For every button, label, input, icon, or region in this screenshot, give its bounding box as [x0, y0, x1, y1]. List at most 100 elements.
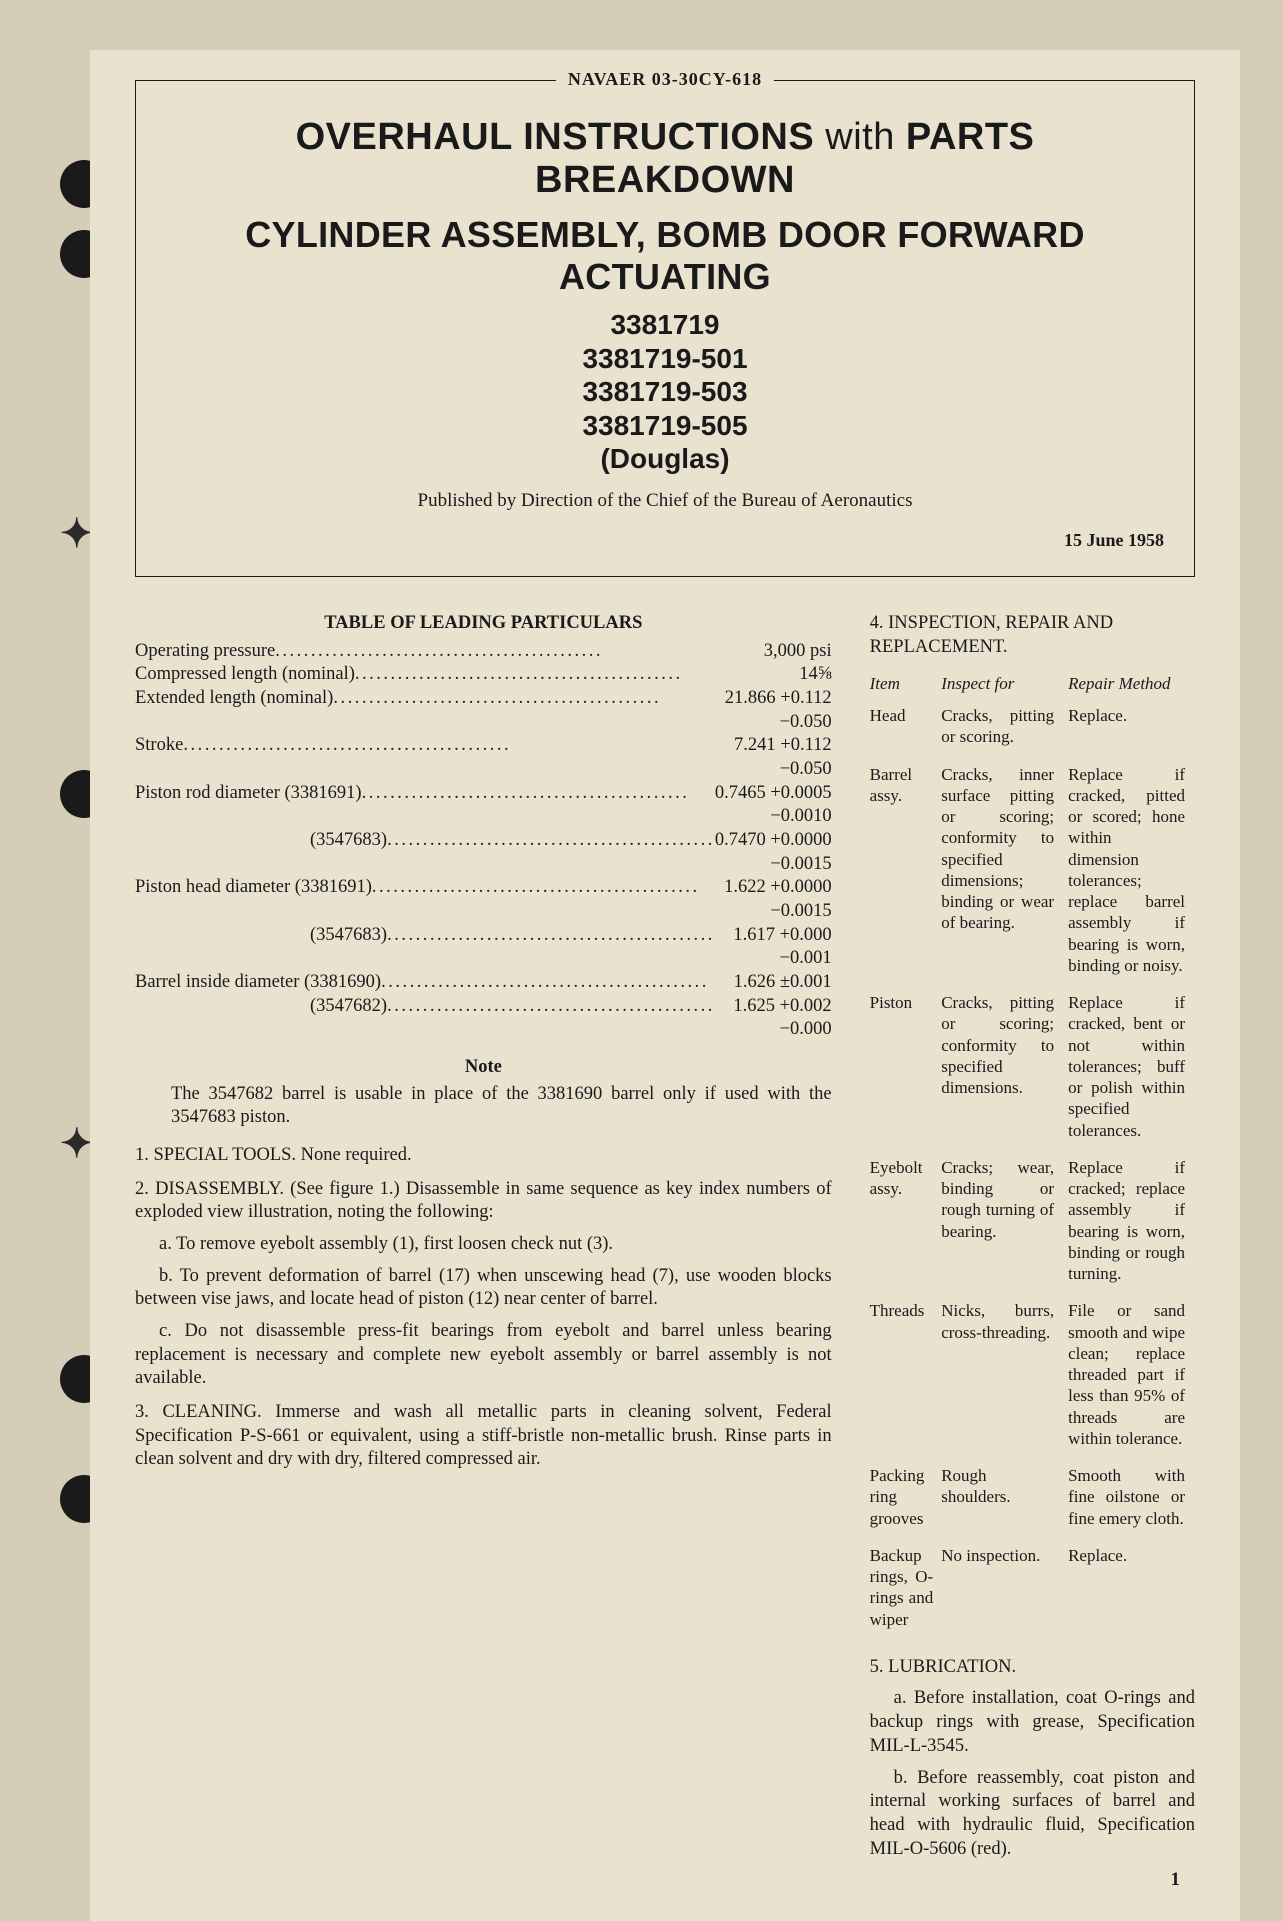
leader-dots: ........................................…	[275, 640, 764, 664]
leader-dots: ........................................…	[333, 687, 724, 711]
part-number: (Douglas)	[166, 442, 1164, 476]
table-cell-item: Eyebolt assy.	[870, 1157, 942, 1301]
leading-row: Piston rod diameter (3381691)...........…	[135, 782, 832, 806]
paragraph: 3. CLEANING. Immerse and wash all metall…	[135, 1401, 832, 1472]
leading-label: (3547683)	[310, 924, 387, 948]
leading-value: 1.617 +0.000	[733, 924, 831, 948]
col-header-inspect: Inspect for	[941, 673, 1068, 705]
body-columns: TABLE OF LEADING PARTICULARS Operating p…	[135, 612, 1195, 1861]
leading-row: Piston head diameter (3381691)..........…	[135, 876, 832, 900]
title-part-b: with	[825, 116, 895, 158]
table-cell-inspect: Cracks, pitting or scoring.	[941, 705, 1068, 764]
leader-dots: ........................................…	[387, 829, 715, 853]
part-number: 3381719-505	[166, 409, 1164, 443]
left-sections: 1. SPECIAL TOOLS. None required. 2. DISAS…	[135, 1144, 832, 1472]
leading-value: 14⅝	[799, 663, 831, 687]
table-row: Barrel assy.Cracks, inner surface pittin…	[870, 764, 1195, 993]
table-row: Backup rings, O-rings and wiperNo inspec…	[870, 1545, 1195, 1646]
leading-row: (3547683)...............................…	[135, 829, 832, 853]
tolerance-value: −0.050	[135, 711, 832, 735]
note-body: The 3547682 barrel is usable in place of…	[171, 1083, 832, 1130]
table-cell-repair: Replace.	[1068, 1545, 1195, 1646]
part-number: 3381719-503	[166, 375, 1164, 409]
table-cell-repair: Replace if cracked; replace assembly if …	[1068, 1157, 1195, 1301]
leader-dots: ........................................…	[362, 782, 715, 806]
leading-label: (3547683)	[310, 829, 387, 853]
stray-mark: ✦	[60, 510, 94, 557]
leading-row: Compressed length (nominal).............…	[135, 663, 832, 687]
leading-particulars-list: Operating pressure......................…	[135, 640, 832, 1042]
leading-label: Piston head diameter (3381691)	[135, 876, 372, 900]
stray-mark: ✦	[60, 1120, 94, 1167]
section-5-heading: 5. LUBRICATION.	[870, 1656, 1195, 1680]
leading-label: Piston rod diameter (3381691)	[135, 782, 362, 806]
leading-row: Stroke..................................…	[135, 734, 832, 758]
table-cell-inspect: No inspection.	[941, 1545, 1068, 1646]
part-number: 3381719-501	[166, 342, 1164, 376]
table-cell-item: Backup rings, O-rings and wiper	[870, 1545, 942, 1646]
leading-label: Barrel inside diameter (3381690)	[135, 971, 381, 995]
table-row: Packing ring groovesRough shoulders.Smoo…	[870, 1465, 1195, 1545]
col-header-repair: Repair Method	[1068, 673, 1195, 705]
leading-value: 3,000 psi	[764, 640, 832, 664]
title-part-a: OVERHAUL INSTRUCTIONS	[296, 116, 815, 158]
leading-value: 7.241 +0.112	[734, 734, 832, 758]
col-header-item: Item	[870, 673, 942, 705]
leader-dots: ........................................…	[355, 663, 799, 687]
table-cell-repair: Replace if cracked, pitted or scored; ho…	[1068, 764, 1195, 993]
table-cell-repair: Smooth with fine oilstone or fine emery …	[1068, 1465, 1195, 1545]
table-cell-item: Threads	[870, 1300, 942, 1465]
sub-paragraph: b. To prevent deformation of barrel (17)…	[135, 1265, 832, 1312]
leading-value: 1.626 ±0.001	[734, 971, 832, 995]
leading-value: 0.7465 +0.0005	[715, 782, 832, 806]
part-numbers: 33817193381719-5013381719-5033381719-505…	[166, 308, 1164, 476]
title-line-2: CYLINDER ASSEMBLY, BOMB DOOR FORWARD ACT…	[166, 214, 1164, 298]
leading-row: Operating pressure......................…	[135, 640, 832, 664]
table-row: Eyebolt assy.Cracks; wear, binding or ro…	[870, 1157, 1195, 1301]
inspection-table: Item Inspect for Repair Method HeadCrack…	[870, 673, 1195, 1646]
leading-label: Compressed length (nominal)	[135, 663, 355, 687]
sub-paragraph: a. To remove eyebolt assembly (1), first…	[135, 1233, 832, 1257]
right-column: 4. INSPECTION, REPAIR AND REPLACEMENT. I…	[870, 612, 1195, 1861]
tolerance-value: −0.050	[135, 758, 832, 782]
table-header-row: Item Inspect for Repair Method	[870, 673, 1195, 705]
page-number: 1	[1171, 1869, 1181, 1891]
leading-label: Stroke	[135, 734, 183, 758]
leading-value: 0.7470 +0.0000	[715, 829, 832, 853]
leading-row: Barrel inside diameter (3381690)........…	[135, 971, 832, 995]
table-cell-inspect: Nicks, burrs, cross-threading.	[941, 1300, 1068, 1465]
leading-row: Extended length (nominal)...............…	[135, 687, 832, 711]
document-number: NAVAER 03-30CY-618	[556, 69, 774, 90]
leading-value: 21.866 +0.112	[725, 687, 832, 711]
leading-label: (3547682)	[310, 995, 387, 1019]
left-column: TABLE OF LEADING PARTICULARS Operating p…	[135, 612, 832, 1861]
leader-dots: ........................................…	[387, 924, 733, 948]
leading-row: (3547683)...............................…	[135, 924, 832, 948]
paragraph: 2. DISASSEMBLY. (See figure 1.) Disassem…	[135, 1178, 832, 1225]
table-cell-repair: File or sand smooth and wipe clean; repl…	[1068, 1300, 1195, 1465]
publish-date: 15 June 1958	[166, 530, 1164, 551]
leader-dots: ........................................…	[387, 995, 733, 1019]
table-cell-inspect: Cracks, pitting or scoring; conformity t…	[941, 992, 1068, 1157]
table-row: ThreadsNicks, burrs, cross-threading.Fil…	[870, 1300, 1195, 1465]
tolerance-value: −0.001	[135, 947, 832, 971]
tolerance-value: −0.0010	[135, 805, 832, 829]
table-cell-item: Packing ring grooves	[870, 1465, 942, 1545]
note-heading: Note	[135, 1056, 832, 1080]
table-cell-inspect: Cracks, inner surface pitting or scoring…	[941, 764, 1068, 993]
sub-paragraph: a. Before installation, coat O-rings and…	[870, 1687, 1195, 1758]
leading-label: Extended length (nominal)	[135, 687, 333, 711]
table-cell-repair: Replace.	[1068, 705, 1195, 764]
section-4-heading: 4. INSPECTION, REPAIR AND REPLACEMENT.	[870, 612, 1195, 659]
title-frame: NAVAER 03-30CY-618 OVERHAUL INSTRUCTIONS…	[135, 80, 1195, 577]
leading-value: 1.622 +0.0000	[724, 876, 832, 900]
leader-dots: ........................................…	[372, 876, 724, 900]
leading-row: (3547682)...............................…	[135, 995, 832, 1019]
document-page: NAVAER 03-30CY-618 OVERHAUL INSTRUCTIONS…	[90, 50, 1240, 1921]
leading-label: Operating pressure	[135, 640, 275, 664]
table-cell-item: Head	[870, 705, 942, 764]
tolerance-value: −0.0015	[135, 900, 832, 924]
leading-particulars-title: TABLE OF LEADING PARTICULARS	[135, 612, 832, 636]
leading-value: 1.625 +0.002	[733, 995, 831, 1019]
paragraph: 1. SPECIAL TOOLS. None required.	[135, 1144, 832, 1168]
